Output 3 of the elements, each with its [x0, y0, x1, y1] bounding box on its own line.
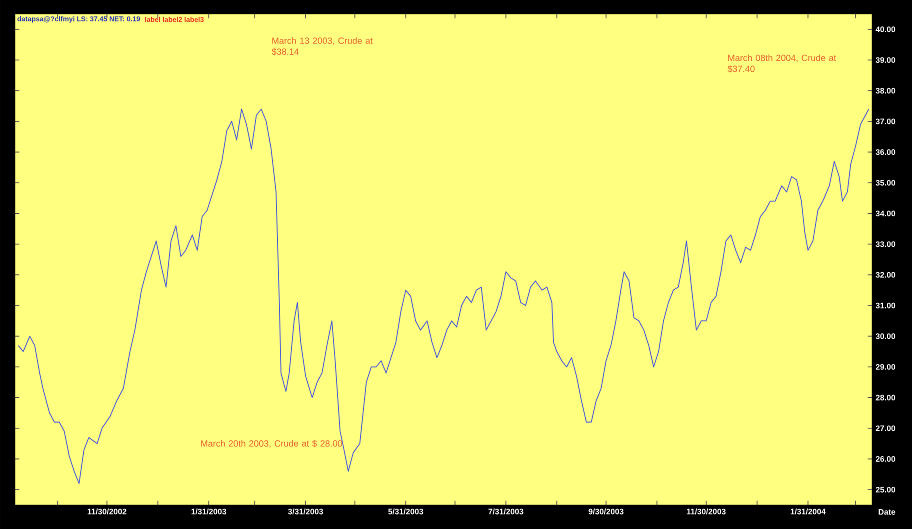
annotation: March 08th 2004, Crude at $37.40: [728, 54, 836, 73]
annotation: March 13 2003, Crude at $38.14: [272, 37, 373, 56]
annotation: March 20th 2003, Crude at $ 28.00: [201, 440, 342, 448]
